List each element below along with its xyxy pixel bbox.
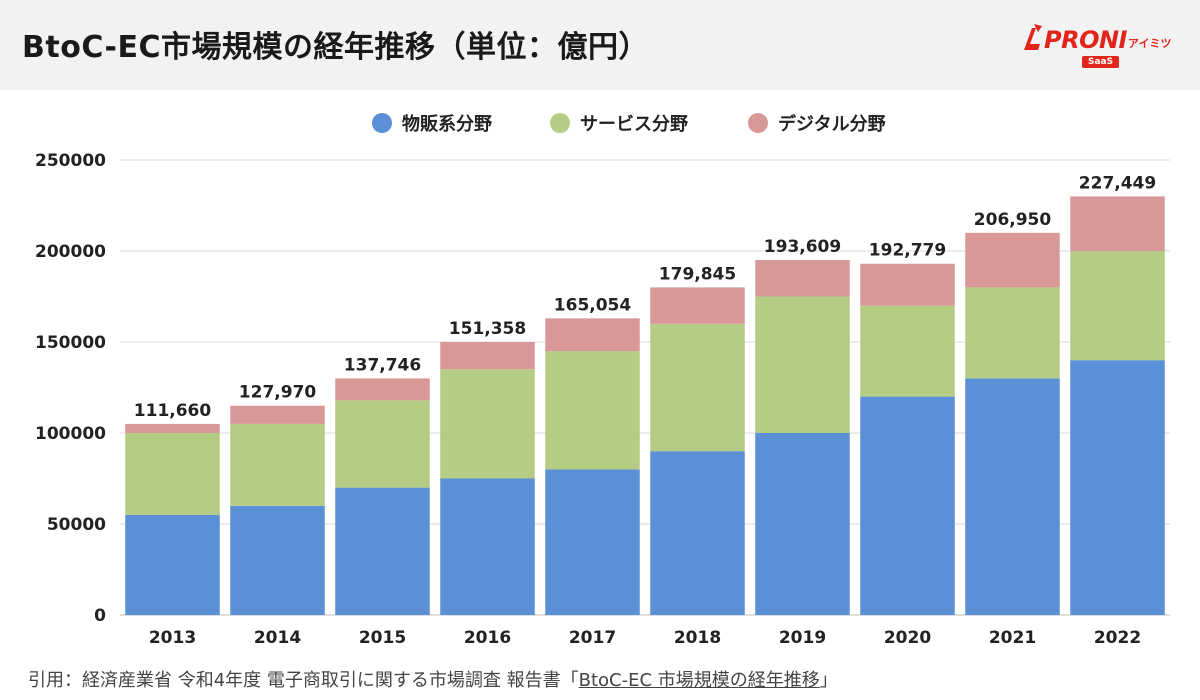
bar-segment: [440, 369, 535, 479]
header-bar: BtoC-EC市場規模の経年推移（単位：億円） PRONI アイミツ SaaS: [0, 0, 1200, 90]
bar-segment: [755, 260, 850, 297]
bar-segment: [545, 318, 640, 352]
logo-mark-icon: [1024, 24, 1042, 50]
bar-segment: [965, 378, 1060, 615]
legend-item-services: サービス分野: [550, 108, 688, 138]
bar-segment: [650, 451, 745, 615]
bar-total-label: 192,779: [869, 241, 946, 261]
x-tick-label: 2018: [674, 628, 721, 648]
bar-total-label: 206,950: [974, 210, 1052, 230]
stacked-bar-chart: 0 50000 100000 150000 200000 250000 111,660 201…: [35, 151, 1170, 648]
bar-segment: [335, 400, 430, 488]
chart-legend: 物販系分野 サービス分野 デジタル分野: [0, 108, 1200, 138]
logo-text: PRONI: [1044, 26, 1128, 54]
y-tick-label: 50000: [47, 515, 106, 535]
legend-swatch-goods: [372, 113, 392, 133]
bar-segment: [860, 305, 955, 397]
bar-segment: [545, 469, 640, 615]
bar-total-label: 179,845: [659, 264, 736, 284]
source-citation: 引用：経済産業省 令和4年度 電子商取引に関する市場調査 報告書「BtoC-EC…: [28, 666, 838, 692]
bar-segment: [1070, 251, 1165, 361]
x-tick-label: 2022: [1094, 628, 1141, 648]
x-tick-label: 2016: [464, 628, 511, 648]
bar-segment: [755, 433, 850, 615]
bar-total-label: 127,970: [239, 383, 317, 403]
x-tick-label: 2014: [254, 628, 301, 648]
bar-segment: [860, 396, 955, 615]
bar-total-label: 111,660: [134, 401, 212, 421]
proni-logo[interactable]: PRONI アイミツ SaaS: [1020, 18, 1180, 72]
bar-segment: [440, 478, 535, 615]
legend-item-digital: デジタル分野: [748, 108, 886, 138]
bar-segment: [335, 378, 430, 401]
bar-total-label: 151,358: [449, 319, 526, 339]
bar-segment: [860, 263, 955, 306]
x-tick-label: 2017: [569, 628, 616, 648]
y-tick-label: 150000: [35, 333, 106, 353]
bar-segment: [650, 287, 745, 324]
legend-label-digital: デジタル分野: [778, 114, 886, 135]
bar-segment: [1070, 196, 1165, 251]
bar-total-label: 165,054: [554, 295, 632, 315]
bar-segment: [230, 423, 325, 506]
bar-segment: [230, 405, 325, 424]
bar-total-label: 227,449: [1079, 173, 1156, 193]
logo-subtext: アイミツ: [1128, 37, 1172, 50]
legend-item-goods: 物販系分野: [372, 108, 492, 138]
page-title: BtoC-EC市場規模の経年推移（単位：億円）: [22, 30, 649, 65]
legend-label-goods: 物販系分野: [402, 114, 492, 135]
bar-segment: [545, 351, 640, 470]
y-tick-label: 100000: [35, 424, 106, 444]
bar-segment: [1070, 360, 1165, 615]
bar-segment: [965, 232, 1060, 288]
y-tick-label: 250000: [35, 151, 106, 171]
x-tick-label: 2021: [989, 628, 1036, 648]
legend-swatch-digital: [748, 113, 768, 133]
legend-swatch-services: [550, 113, 570, 133]
bar-segment: [230, 505, 325, 615]
legend-label-services: サービス分野: [580, 114, 688, 135]
bar-segment: [125, 514, 220, 615]
bar-segment: [755, 296, 850, 433]
bar-segment: [965, 287, 1060, 379]
citation-link[interactable]: BtoC-EC 市場規模の経年推移: [578, 670, 820, 691]
x-tick-label: 2020: [884, 628, 931, 648]
x-tick-label: 2013: [149, 628, 196, 648]
bar-total-label: 193,609: [764, 237, 841, 257]
x-tick-label: 2015: [359, 628, 406, 648]
bar-total-label: 137,746: [344, 355, 421, 375]
bar-segment: [125, 433, 220, 515]
citation-prefix: 引用：経済産業省 令和4年度 電子商取引に関する市場調査 報告書「: [28, 670, 579, 691]
y-tick-label: 0: [94, 606, 106, 626]
bar-segment: [125, 423, 220, 433]
bar-segment: [650, 323, 745, 452]
logo-badge: SaaS: [1082, 56, 1120, 68]
y-tick-label: 200000: [35, 242, 106, 262]
citation-suffix: 」: [819, 670, 838, 691]
x-tick-label: 2019: [779, 628, 826, 648]
bar-segment: [440, 342, 535, 370]
bar-segment: [335, 487, 430, 615]
